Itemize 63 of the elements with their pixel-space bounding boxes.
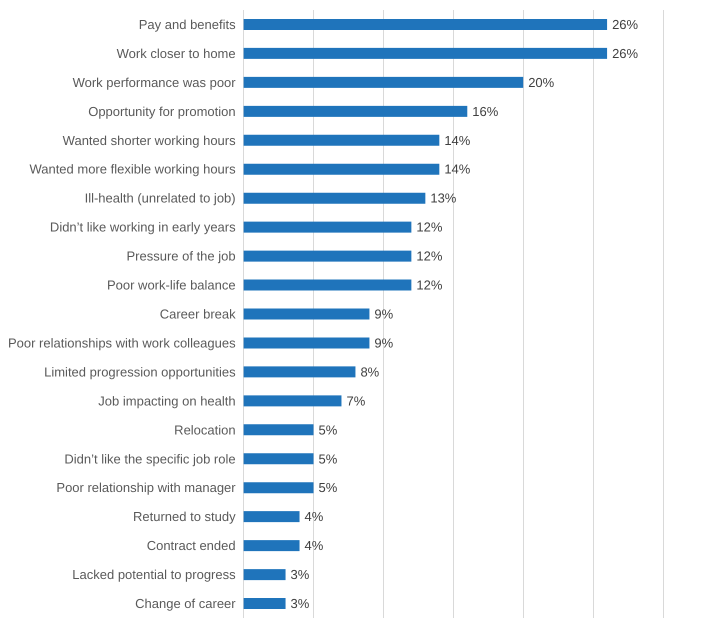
data-label: 14%: [444, 162, 471, 177]
data-label: 8%: [360, 364, 380, 380]
bar: [244, 134, 440, 146]
y-tick-label: Relocation: [174, 422, 236, 438]
data-label: 9%: [374, 306, 394, 322]
data-label: 5%: [318, 422, 338, 438]
data-label: 12%: [416, 248, 443, 264]
y-tick-label: Career break: [160, 306, 236, 322]
y-tick-label: Pay and benefits: [138, 16, 236, 32]
y-tick-label: Pressure of the job: [126, 248, 236, 264]
y-tick-label: Wanted shorter working hours: [62, 132, 236, 148]
bar: [244, 192, 426, 204]
data-label: 12%: [416, 220, 443, 235]
y-tick-label: Wanted more flexible working hours: [29, 162, 236, 177]
data-label: 26%: [612, 46, 639, 61]
bar: [244, 598, 286, 610]
bar: [244, 511, 300, 522]
bar: [244, 308, 370, 320]
bar: [244, 453, 314, 464]
bar: [244, 424, 314, 436]
y-tick-label: Returned to study: [132, 509, 236, 524]
data-label: 5%: [318, 480, 338, 496]
bar: [244, 280, 412, 291]
y-tick-label: Contract ended: [146, 538, 236, 554]
data-label: 14%: [444, 132, 471, 148]
y-tick-label: Opportunity for promotion: [88, 104, 236, 119]
bar: [244, 106, 468, 117]
data-label: 13%: [430, 190, 457, 206]
data-label: 4%: [304, 509, 324, 524]
y-tick-label: Work performance was poor: [72, 74, 236, 90]
bar: [244, 366, 356, 378]
bar: [244, 395, 342, 406]
data-label: 26%: [612, 16, 639, 32]
data-label: 7%: [346, 393, 366, 408]
data-label: 3%: [290, 596, 310, 612]
bar: [244, 569, 286, 580]
bar: [244, 18, 608, 30]
y-tick-label: Didn’t like the specific job role: [64, 451, 236, 466]
data-label: 20%: [528, 74, 555, 90]
y-tick-label: Lacked potential to progress: [72, 567, 236, 582]
data-label: 4%: [304, 538, 324, 554]
y-tick-label: Didn’t like working in early years: [50, 220, 236, 235]
bar: [244, 540, 300, 552]
bar: [244, 250, 412, 262]
bar: [244, 76, 524, 88]
data-label: 16%: [472, 104, 499, 119]
bar: [244, 222, 412, 233]
data-label: 5%: [318, 451, 338, 466]
data-label: 12%: [416, 278, 443, 293]
y-tick-label: Job impacting on health: [98, 393, 236, 408]
y-tick-label: Change of career: [135, 596, 236, 612]
bar: [244, 337, 370, 348]
y-tick-label: Limited progression opportunities: [44, 364, 236, 380]
bar: [244, 482, 314, 494]
y-tick-label: Work closer to home: [116, 46, 236, 61]
bar: [244, 164, 440, 175]
bar: [244, 48, 608, 59]
y-tick-label: Poor work-life balance: [106, 278, 236, 293]
y-tick-label: Poor relationships with work colleagues: [8, 335, 236, 350]
y-tick-label: Ill-health (unrelated to job): [84, 190, 236, 206]
data-label: 9%: [374, 335, 394, 350]
data-label: 3%: [290, 567, 310, 582]
y-tick-label: Poor relationship with manager: [56, 480, 236, 496]
